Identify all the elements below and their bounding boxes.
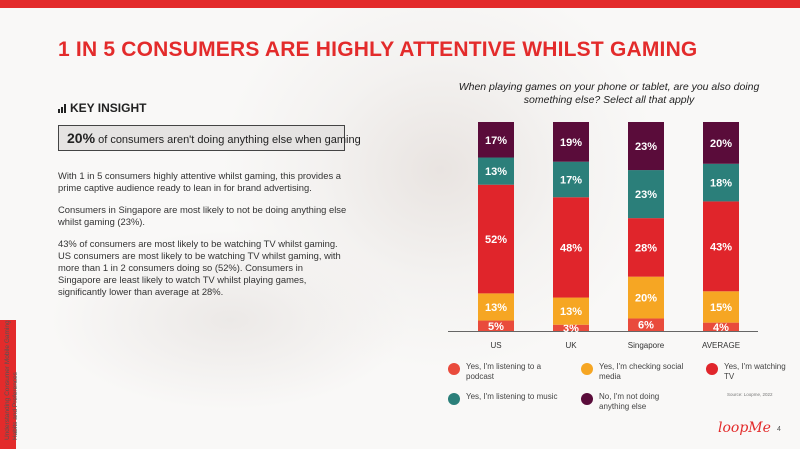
bar-segment [478, 184, 514, 294]
bar-segment [478, 157, 514, 185]
category-label: Singapore [628, 341, 665, 350]
data-label: 20% [635, 293, 657, 305]
bar-segment [628, 276, 664, 319]
data-label: 23% [635, 189, 657, 201]
page-number: 4 [777, 426, 781, 433]
category-label: AVERAGE [702, 341, 740, 350]
data-label: 43% [710, 241, 732, 253]
data-label: 13% [560, 306, 582, 318]
side-caption: Understanding Consumer Mobile Gaming Hab… [4, 320, 19, 440]
data-label: 13% [485, 302, 507, 314]
category-label: US [490, 341, 501, 350]
bar-segment [703, 122, 739, 164]
legend-swatch [581, 363, 593, 375]
loopme-logo: loopMe [718, 420, 771, 436]
data-label: 23% [635, 141, 657, 153]
bar-segment [553, 161, 589, 198]
category-label: UK [565, 341, 577, 350]
legend-label: Yes, I'm listening to a podcast [466, 362, 542, 381]
legend-label: Yes, I'm listening to music [466, 392, 558, 401]
legend-item: Yes, I'm listening to music [448, 392, 558, 405]
key-insight-box: 20% of consumers aren't doing anything e… [58, 125, 361, 151]
chart-title: When playing games on your phone or tabl… [458, 81, 760, 106]
data-label: 19% [560, 137, 582, 149]
data-label: 13% [485, 166, 507, 178]
data-label: 15% [710, 302, 732, 314]
bar-segment [628, 170, 664, 219]
bar-segment [628, 318, 664, 331]
data-label: 28% [635, 242, 657, 254]
data-label: 6% [638, 320, 654, 332]
legend-label: Yes, I'm checking social media [599, 362, 684, 381]
data-label: 48% [560, 242, 582, 254]
legend-item: Yes, I'm watching TV [706, 362, 786, 382]
bar-segment [703, 291, 739, 323]
key-insight-text: of consumers aren't doing anything else … [95, 134, 361, 146]
legend-swatch [581, 393, 593, 405]
stacked-bar-chart: 5% 13% 52% 13% 17% US 3% 13% 48% 17% 19% UK 6% 20% 28%… [448, 122, 758, 350]
key-insight-label: KEY INSIGHT [70, 101, 147, 115]
bar-segment [703, 201, 739, 292]
body-paragraph: Consumers in Singapore are most likely t… [58, 204, 347, 227]
bar-segment [628, 218, 664, 277]
legend-label: Yes, I'm watching TV [724, 362, 786, 381]
legend-swatch [448, 393, 460, 405]
bar-segment [553, 122, 589, 162]
bar-segment [478, 320, 514, 331]
data-label: 52% [485, 234, 507, 246]
bar-segment [703, 163, 739, 202]
side-accent-strip [0, 320, 16, 449]
data-label: 5% [488, 321, 504, 333]
bar-chart-icon [58, 103, 66, 113]
body-text: With 1 in 5 consumers highly attentive w… [58, 170, 348, 308]
bar-segment [478, 122, 514, 158]
key-insight-value: 20% [67, 130, 96, 146]
bar-segment [553, 324, 589, 331]
body-paragraph: With 1 in 5 consumers highly attentive w… [58, 170, 341, 193]
bar-segment [703, 322, 739, 331]
data-label: 4% [713, 322, 729, 334]
legend-item: Yes, I'm listening to a podcast [448, 362, 558, 382]
data-label: 17% [560, 174, 582, 186]
bar-segment [628, 122, 664, 171]
legend-swatch [448, 363, 460, 375]
bar-segment [478, 293, 514, 321]
legend-item: Yes, I'm checking social media [581, 362, 691, 382]
key-insight-heading: KEY INSIGHT [58, 101, 146, 115]
data-label: 3% [563, 323, 579, 335]
body-paragraph: 43% of consumers are most likely to be w… [58, 238, 341, 297]
source-note: Source: Loopme, 2022 [727, 392, 773, 397]
data-label: 17% [485, 135, 507, 147]
legend-label: No, I'm not doing anything else [599, 392, 660, 411]
legend-item: No, I'm not doing anything else [581, 392, 691, 412]
top-accent-bar [0, 0, 800, 8]
data-label: 20% [710, 138, 732, 150]
page-title: 1 IN 5 CONSUMERS ARE HIGHLY ATTENTIVE WH… [58, 38, 698, 61]
bar-segment [553, 297, 589, 325]
legend-swatch [706, 363, 718, 375]
bar-segment [553, 197, 589, 298]
data-label: 18% [710, 178, 732, 190]
